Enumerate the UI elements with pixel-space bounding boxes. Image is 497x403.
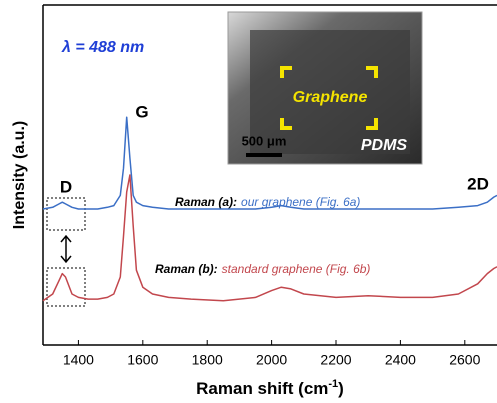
- inset-photo: Graphene 500 μm PDMS: [228, 12, 422, 164]
- x-tick-label: 2400: [385, 352, 416, 368]
- annotation: D: [60, 177, 72, 196]
- x-tick-label: 2200: [320, 352, 351, 368]
- x-tick-label: 2000: [256, 352, 287, 368]
- x-axis-label-end: ): [338, 379, 344, 398]
- annotation: G: [135, 102, 148, 121]
- chart: Intensity (a.u.) Raman shift (cm-1) Grap…: [0, 0, 497, 403]
- inset-scale: 500 μm: [242, 133, 287, 148]
- x-tick-label: 1400: [63, 352, 94, 368]
- d-box: [47, 268, 85, 306]
- d-box: [47, 198, 85, 230]
- x-axis-label-text: Raman shift (cm: [196, 379, 328, 398]
- y-axis-label: Intensity (a.u.): [11, 121, 28, 229]
- arrow: [61, 236, 71, 262]
- annotation: 2D: [467, 174, 489, 193]
- x-axis-label-sup: -1: [328, 378, 338, 390]
- series-description: standard graphene (Fig. 6b): [222, 262, 371, 276]
- series-description: our graphene (Fig. 6a): [241, 195, 360, 209]
- x-axis-label: Raman shift (cm-1): [196, 378, 344, 399]
- inset-substrate: PDMS: [361, 137, 408, 154]
- series-name: Raman (a):: [175, 195, 237, 209]
- x-tick-label: 2600: [449, 352, 480, 368]
- annotation: λ = 488 nm: [61, 39, 144, 56]
- series-name: Raman (b):: [155, 262, 218, 276]
- spectrum-line: [43, 175, 497, 301]
- series-label: Raman (b): standard graphene (Fig. 6b): [155, 262, 370, 276]
- x-tick-label: 1600: [127, 352, 158, 368]
- inset-label: Graphene: [293, 89, 368, 106]
- x-tick-label: 1800: [192, 352, 223, 368]
